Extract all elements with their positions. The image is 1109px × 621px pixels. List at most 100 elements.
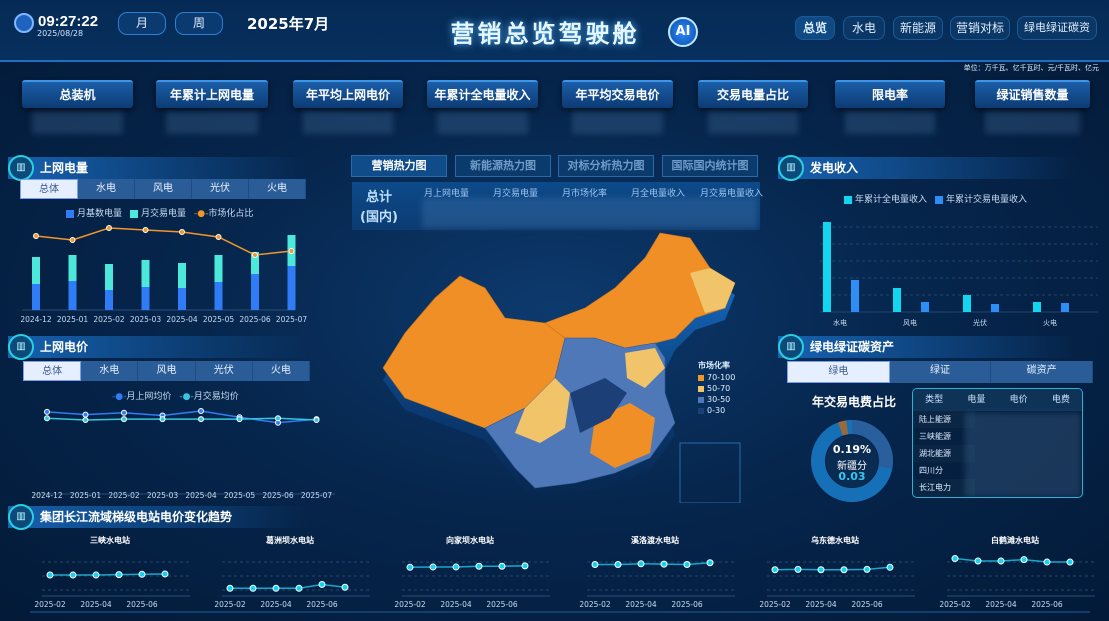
table-row[interactable]: 陆上能源 [913,411,975,428]
station-title: 溪洛渡水电站 [631,536,679,545]
total-column-header: 月全电量收入 [631,189,686,199]
station-price-chart: 2025-02 2025-04 2025-06 [34,561,190,609]
month-button[interactable]: 月 [118,12,166,35]
ai-button[interactable]: AI [668,17,698,47]
grid-power-chart: 2024-12 2025-01 2025-02 2025-03 2025-04 2025-… [20,225,307,324]
tab-0[interactable]: 总体 [23,361,82,381]
tab-0[interactable]: 总体 [20,179,78,199]
legend-item: -●-市场化占比 [194,209,254,219]
nav-benchmark[interactable]: 营销对标 [950,16,1010,40]
x-tick-label: 2025-04 [80,600,112,609]
kpi-card[interactable]: 总装机 [22,80,133,108]
building-icon: ▥ [778,334,804,360]
legend-item: -●-月交易均价 [179,392,239,402]
x-tick-label: 2025-04 [185,491,217,500]
donut-title: 年交易电费占比 [812,395,897,409]
bar-base [32,284,40,310]
china-heat-map[interactable] [365,228,750,503]
nav-green-carbon[interactable]: 绿电绿证碳资 [1017,16,1097,40]
x-tick-label: 2025-02 [108,491,140,500]
tab-0[interactable]: 绿电 [787,361,890,383]
donut-value: 0.03 [838,470,866,483]
station-point [1066,558,1074,566]
station-point [771,566,779,574]
tab-1[interactable]: 水电 [78,179,135,199]
tab-2[interactable]: 风电 [135,179,192,199]
tab-4[interactable]: 火电 [253,361,311,381]
date: 2025/08/28 [37,29,84,38]
tab-1[interactable]: 水电 [81,361,139,381]
x-tick-label: 2025-02 [93,315,125,324]
tab-3[interactable]: 光伏 [196,361,253,381]
donut-chart [811,420,893,502]
station-point [452,563,460,571]
x-tick-label: 火电 [1043,318,1057,327]
south-sea-inset [679,442,741,503]
kpi-card[interactable]: 年平均交易电价 [562,80,673,108]
line-point [106,225,112,231]
tab-3[interactable]: 光伏 [192,179,249,199]
map-region-east-light [625,348,665,388]
kpi-value-blurred [572,112,663,134]
x-tick-label: 水电 [833,318,847,327]
kpi-card[interactable]: 年累计全电量收入 [427,80,538,108]
nav-new-energy[interactable]: 新能源 [893,16,943,40]
station-point [406,563,414,571]
station-point [429,563,437,571]
station-point [226,584,234,592]
bar-trade [68,255,77,281]
carousel-track[interactable] [30,611,1090,613]
bar-base [214,282,223,310]
line-point [236,416,243,423]
kpi-card[interactable]: 年累计上网电量 [156,80,268,108]
kpi-card[interactable]: 交易电量占比 [698,80,808,108]
building-icon: ▥ [778,155,804,181]
kpi-card[interactable]: 限电率 [835,80,945,108]
center-tab-2[interactable]: 对标分析热力图 [558,155,654,177]
tab-4[interactable]: 火电 [249,179,306,199]
tab-1[interactable]: 绿证 [890,361,992,383]
table-row[interactable]: 湖北能源 [913,445,975,462]
section-title: 集团长江流域梯级电站电价变化趋势 [40,510,233,524]
nav-hydro[interactable]: 水电 [843,16,885,40]
tab-2[interactable]: 碳资产 [991,361,1094,383]
total-column-header: 月上网电量 [424,189,470,199]
grid-price-chart: 2024-12 2025-01 2025-02 2025-03 2025-04 2025-… [31,408,335,500]
tab-2[interactable]: 风电 [138,361,196,381]
total-summary: 总计 (国内) 月上网电量 月交易电量 月市场化率 月全电量收入 月交易电量收入 [352,182,763,230]
bar-trade [214,255,223,282]
station-point [974,557,982,565]
station-point [840,566,848,574]
table-row[interactable]: 四川分 [919,466,943,475]
kpi-card[interactable]: 年平均上网电价 [293,80,403,108]
grid-price-legend: -●-月上网均价 -●-月交易均价 [112,389,239,402]
nav-overview[interactable]: 总览 [795,16,835,40]
line-series-1 [46,417,317,421]
table-row[interactable]: 长江电力 [913,479,975,496]
x-tick-label: 2025-02 [579,600,611,609]
station-price-chart: 2025-02 2025-04 2025-06 [939,555,1095,609]
current-month[interactable]: 2025年7月 [247,15,330,33]
line-point [252,252,258,258]
bar-trade [32,257,40,284]
map-legend-item: 70-100 [698,373,735,382]
kpi-value-blurred [437,112,528,134]
x-tick-label: 光伏 [973,318,987,327]
station-point [591,561,599,568]
center-tab-3[interactable]: 国际国内统计图 [662,155,758,177]
station-point [318,580,326,588]
section-title: 发电收入 [810,161,859,175]
station-point [46,571,54,579]
kpi-card[interactable]: 绿证销售数量 [975,80,1090,108]
grid-price-tabs: 总体 水电 风电 光伏 火电 [23,361,311,381]
center-tab-1[interactable]: 新能源热力图 [455,155,551,177]
line-point [82,411,89,418]
center-tab-0[interactable]: 营销热力图 [351,155,447,177]
week-button[interactable]: 周 [175,12,223,35]
x-tick-label: 2025-06 [126,600,158,609]
map-legend-item: 50-70 [698,384,735,393]
line-point [215,234,222,240]
kpi-value-blurred [303,112,393,134]
table-row[interactable]: 三峡能源 [919,432,951,441]
station-point [817,566,825,574]
